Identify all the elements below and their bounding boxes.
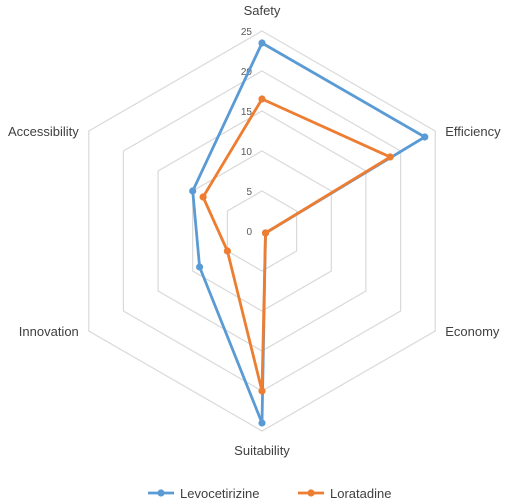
category-label-safety: Safety <box>244 3 281 18</box>
gridline-level-10 <box>192 150 332 312</box>
data-point-levocetirizine <box>196 263 204 271</box>
legend-label-loratadine: Loratadine <box>330 486 391 501</box>
tick-label: 5 <box>246 187 252 198</box>
gridline-level-15 <box>157 110 367 352</box>
category-label-innovation: Innovation <box>19 324 79 339</box>
category-labels: Safety Efficiency Economy Suitability Innova… <box>8 3 501 458</box>
legend-label-levocetirizine: Levocetirizine <box>180 486 260 501</box>
tick-label: 0 <box>246 227 252 238</box>
tick-label: 10 <box>241 147 253 158</box>
gridline-level-25 <box>88 30 436 432</box>
category-label-economy: Economy <box>445 324 500 339</box>
data-point-loratadine <box>386 153 394 161</box>
data-point-levocetirizine <box>258 39 266 47</box>
data-point-levocetirizine <box>421 133 429 141</box>
legend-marker-loratadine <box>307 489 315 497</box>
series-layer <box>189 39 429 427</box>
tick-label: 15 <box>241 107 253 118</box>
tick-label: 25 <box>241 27 253 38</box>
legend: Levocetirizine Loratadine <box>148 486 391 501</box>
gridline-level-5 <box>226 190 298 272</box>
data-point-loratadine <box>258 95 266 103</box>
category-label-efficiency: Efficiency <box>445 124 501 139</box>
category-label-suitability: Suitability <box>234 443 290 458</box>
data-point-levocetirizine <box>258 419 266 427</box>
data-point-levocetirizine <box>189 187 197 195</box>
data-point-loratadine <box>261 229 270 237</box>
data-point-loratadine <box>258 387 266 395</box>
data-point-loratadine <box>199 193 207 201</box>
category-label-accessibility: Accessibility <box>8 124 79 139</box>
data-point-loratadine <box>223 247 231 255</box>
legend-marker-levocetirizine <box>157 489 165 497</box>
